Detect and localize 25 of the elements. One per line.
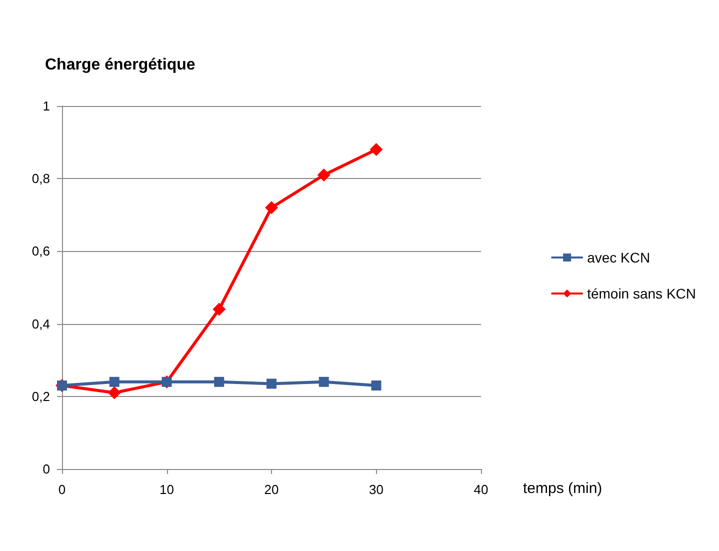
point <box>370 143 383 156</box>
point <box>318 376 329 387</box>
x-tick-label: 40 <box>474 482 488 497</box>
y-tick-label: 0,6 <box>32 244 50 259</box>
y-tick-label: 0,2 <box>32 388 50 404</box>
x-tick-label: 0 <box>58 482 66 497</box>
y-tick-label: 0,8 <box>32 171 50 186</box>
point <box>266 378 276 389</box>
legend-label: témoin sans KCN <box>587 286 696 302</box>
point <box>212 302 226 316</box>
legend-label: avec KCN <box>587 250 650 266</box>
y-tick-label: 0 <box>42 462 50 476</box>
point <box>109 376 120 387</box>
y-tick-label: 0,4 <box>32 316 50 332</box>
x-tick-label: 30 <box>369 482 384 497</box>
point <box>214 376 224 387</box>
x-tick-label: 10 <box>160 482 174 497</box>
x-tick-label: 20 <box>264 482 279 497</box>
chart-title: Charge énergétique <box>45 56 196 74</box>
point <box>317 168 330 182</box>
x-axis-title: temps (min) <box>523 480 602 497</box>
y-tick-label: 1 <box>42 98 50 114</box>
point <box>265 201 278 214</box>
point <box>371 380 382 391</box>
point <box>108 386 121 400</box>
